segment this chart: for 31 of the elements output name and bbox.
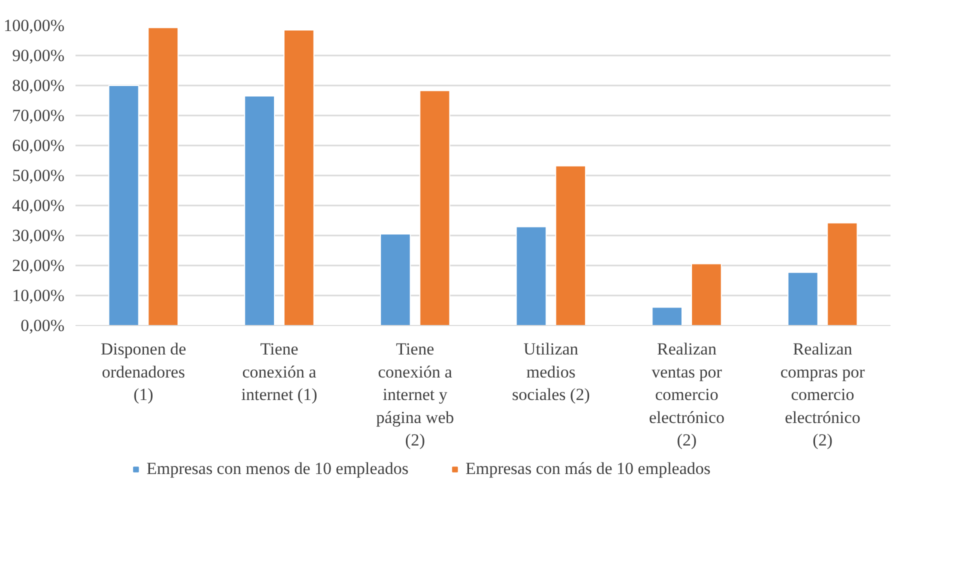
y-tick-label: 60,00% (12, 136, 65, 155)
bar (108, 85, 140, 326)
y-tick-label: 90,00% (12, 46, 65, 65)
bar (148, 27, 179, 326)
y-tick-label: 80,00% (12, 76, 65, 95)
y-tick-label: 40,00% (12, 196, 65, 215)
x-tick-label: Realizan ventas por comercio electrónico (2) (648, 340, 725, 450)
y-tick-label: 100,00% (4, 16, 65, 35)
bar (691, 263, 722, 326)
y-tick-label: 0,00% (20, 316, 65, 335)
bar (652, 306, 682, 326)
y-tick-label: 10,00% (12, 286, 65, 305)
bar (380, 234, 411, 326)
bar (419, 90, 450, 326)
bar (516, 226, 547, 326)
x-tick-label: Utilizan medios sociales (2) (512, 340, 590, 404)
x-tick-label: Disponen de ordenadores (1) (100, 340, 186, 404)
x-tick-label: Realizan compras por comercio electrónico (2) (780, 340, 866, 450)
bar (826, 222, 858, 326)
y-tick-label: 50,00% (12, 166, 65, 185)
legend-label: Empresas con más de 10 empleados (465, 459, 710, 479)
bar (284, 30, 314, 326)
x-tick-label: Tiene conexión a internet (1) (241, 340, 318, 404)
x-tick-label: Tiene conexión a internet y página web (2) (376, 340, 454, 450)
bar (244, 96, 275, 326)
bar (787, 272, 818, 326)
y-tick-label: 20,00% (12, 256, 65, 275)
y-tick-label: 70,00% (12, 106, 65, 125)
bar (555, 165, 586, 326)
y-tick-label: 30,00% (12, 226, 65, 245)
legend-label: Empresas con menos de 10 empleados (146, 459, 408, 479)
